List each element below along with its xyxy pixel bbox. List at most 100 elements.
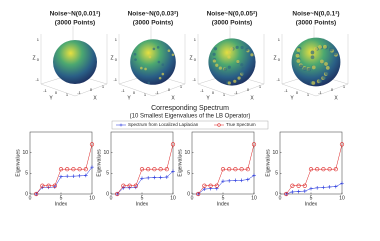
x-tick-label: 10 [170,195,176,201]
sphere-noise [227,55,231,59]
y-axis-label: Eigenvalues [15,149,21,177]
sphere-noise [140,66,143,70]
point [296,183,301,188]
point [227,178,231,183]
point [65,174,69,179]
plot-area [110,131,174,195]
panel-subtitle: (3000 Points) [55,20,95,27]
x-tick-label: 10 [89,195,95,201]
x-tick-label: 0 [29,195,32,201]
point [164,167,169,172]
z-tick-label: 0 [278,57,281,62]
point [52,183,57,188]
sphere-noise [213,47,218,51]
y-tick-label: 10 [272,150,278,156]
series-line [36,166,93,195]
y-tick-label: 0 [106,191,109,197]
point [115,191,120,197]
sphere-noise [223,67,227,72]
panel-title: Noise~N(0,0.1²) [292,11,339,18]
legend-label: Spectrum from Localized Laplacian [128,122,199,127]
point [83,167,88,172]
sphere-noise [212,52,216,56]
sphere-noise [250,53,254,57]
sphere-noise [215,63,219,67]
x-tick-label: 5 [310,195,313,201]
y-tick-label: 0 [187,191,190,197]
sphere-noise [157,60,161,64]
sphere-noise [311,65,316,70]
sphere-noise [148,55,152,59]
y-tick-label: 10 [184,150,190,156]
y-tick-label: 0 [275,191,278,197]
sphere-noise [236,59,240,64]
y-tick-label: -1 [284,88,288,93]
sphere-noise [218,66,222,70]
panel-title: Noise~N(0,0.01²) [50,11,101,18]
legend-box [111,120,269,130]
x-axis-label: Index [305,201,318,207]
point [252,173,256,178]
sphere-body [53,40,97,84]
x-tick-label: -1 [318,90,322,95]
point [284,191,289,197]
y-tick-label: 0 [212,90,215,95]
x-tick-label: 1 [259,84,262,89]
y-tick-label: 10 [22,150,28,156]
sphere-noise [212,59,216,63]
sphere-noise [322,75,327,80]
sphere-noise [307,67,312,72]
sphere-noise [296,59,301,63]
y-tick-label: 5 [187,171,190,177]
point [202,183,207,188]
point [90,165,94,169]
x-tick-label: 0 [279,195,282,201]
sphere-noise [296,48,301,52]
panel-subtitle: (3000 Points) [133,20,173,27]
point [127,183,132,188]
x-tick-label: 10 [251,195,257,201]
panel-title: Noise~N(0,0.05²) [207,11,258,18]
series-line [35,144,93,195]
sphere [130,39,176,85]
sphere-noise [323,44,327,49]
point [59,174,63,179]
x-tick-label: -1 [234,90,238,95]
y-axis-label: Y [49,95,53,101]
y-axis-label: Y [206,95,210,101]
point [339,142,345,147]
z-tick-label: 0 [37,57,40,62]
sphere-noise [240,63,244,67]
point [214,183,219,188]
point [233,167,238,172]
sphere-noise [161,72,165,76]
z-tick-label: -1 [35,77,39,82]
point [84,173,88,178]
sphere-noise [237,76,241,80]
y-axis-label: Eigenvalues [177,149,183,177]
sphere-noise [329,47,333,52]
z-tick-label: 1 [115,37,118,42]
sphere-noise [241,67,245,71]
sphere-noise [227,65,231,69]
sphere-body [130,39,176,85]
sphere-noise [161,63,165,67]
point [202,187,207,191]
y-axis-label: Eigenvalues [265,149,271,177]
sphere-noise [134,58,137,61]
point [290,190,295,194]
legend-marker [119,123,123,127]
y-axis-label: Y [290,95,294,101]
z-axis-label: Z [110,55,113,61]
point [152,175,157,180]
point [158,167,163,172]
point [196,191,201,197]
sphere-noise [311,81,316,85]
legend-label: True Spectrum [226,122,256,127]
point [303,189,307,193]
point [133,183,138,188]
point [239,167,244,172]
x-tick-label: 0 [168,87,171,92]
point [34,191,39,197]
